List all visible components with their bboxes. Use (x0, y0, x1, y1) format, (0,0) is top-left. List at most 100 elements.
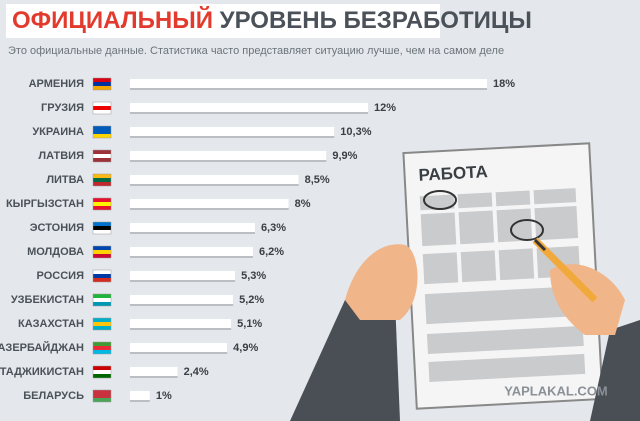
title-rest: УРОВЕНЬ БЕЗРАБОТИЦЫ (220, 7, 532, 34)
value-label: 1% (156, 390, 172, 402)
bar (130, 367, 178, 376)
flag-stripe (93, 294, 111, 298)
flag-stripe (93, 86, 111, 90)
flag-stripe (93, 178, 111, 182)
flag-stripe (93, 246, 111, 250)
category-label: КАЗАХСТАН (18, 318, 84, 330)
flag-stripe (93, 78, 111, 82)
flag-border (92, 197, 112, 211)
value-label: 5,2% (239, 294, 264, 306)
flag-stripe (93, 270, 111, 274)
flag-border (92, 317, 112, 331)
flag-stripe (93, 202, 111, 206)
category-label: ЛИТВА (46, 174, 84, 186)
flag-border (92, 389, 112, 403)
flag-stripe (93, 326, 111, 330)
flag-border (92, 269, 112, 283)
category-label: УЗБЕКИСТАН (11, 294, 84, 306)
value-label: 5,3% (241, 270, 266, 282)
flag-stripe (93, 322, 111, 326)
flag-stripe (93, 222, 111, 226)
flag-stripe (93, 302, 111, 306)
flag-border (92, 245, 112, 259)
flag-stripe (93, 82, 111, 86)
flag-stripe (93, 206, 111, 210)
category-label: АЗЕРБАЙДЖАН (0, 341, 84, 354)
value-label: 6,2% (259, 246, 284, 258)
flag-stripe (93, 130, 111, 134)
bar (130, 295, 234, 304)
flag-stripe (93, 350, 111, 354)
flag-stripe (93, 250, 111, 254)
chart-title: ОФИЦИАЛЬНЫЙ УРОВЕНЬ БЕЗРАБОТИЦЫ (12, 6, 532, 34)
flag-stripe (93, 398, 111, 402)
flag-stripe (93, 102, 111, 106)
flag-stripe (93, 346, 111, 350)
flag-stripe (93, 390, 111, 394)
flag-stripe (93, 198, 111, 202)
category-label: УКРАИНА (32, 126, 84, 138)
category-label: АРМЕНИЯ (29, 78, 84, 90)
flag-stripe (93, 150, 111, 154)
bar (130, 175, 299, 184)
value-label: 18% (493, 78, 515, 90)
flag-stripe (93, 394, 111, 398)
category-label: ЛАТВИЯ (38, 150, 84, 162)
value-label: 6,3% (261, 222, 286, 234)
category-label: ТАДЖИКИСТАН (0, 366, 84, 378)
flag-border (92, 173, 112, 187)
category-label: КЫРГЫЗСТАН (6, 198, 84, 210)
value-label: 12% (374, 102, 396, 114)
bar (130, 223, 255, 232)
title-box (6, 4, 440, 38)
flag-stripe (93, 154, 111, 158)
category-label: БЕЛАРУСЬ (23, 390, 84, 402)
flag-stripe (93, 134, 111, 138)
flag-stripe (93, 318, 111, 322)
value-label: 2,4% (184, 366, 209, 378)
category-label: ЭСТОНИЯ (30, 222, 84, 234)
bar (130, 127, 335, 136)
flag-stripe (93, 366, 111, 370)
flag-stripe (93, 158, 111, 162)
bar (130, 79, 487, 88)
flag-border (92, 125, 112, 139)
value-label: 4,9% (233, 342, 258, 354)
flag-stripe (93, 298, 111, 302)
flag-stripe (93, 278, 111, 282)
flag-stripe (93, 274, 111, 278)
watermark: YAPLAKAL.COM (504, 383, 608, 398)
flag-border (92, 101, 112, 115)
title-accent: ОФИЦИАЛЬНЫЙ (12, 6, 213, 34)
value-label: 8,5% (305, 174, 330, 186)
flag-stripe (93, 174, 111, 178)
flag-stripe (93, 254, 111, 258)
flag-border (92, 221, 112, 235)
subtitle: Это официальные данные. Статистика часто… (8, 45, 504, 57)
flag-stripe (93, 226, 111, 230)
value-label: 10,3% (340, 126, 371, 138)
flag-stripe (93, 230, 111, 234)
illustration: РАБОТА (290, 142, 640, 421)
paper-label: РАБОТА (418, 162, 488, 185)
value-label: 5,1% (237, 318, 262, 330)
bar (130, 199, 289, 208)
value-label: 8% (295, 198, 311, 210)
value-label: 9,9% (332, 150, 357, 162)
flag-stripe (93, 374, 111, 378)
flag-border (92, 365, 112, 379)
category-label: ГРУЗИЯ (41, 102, 84, 114)
bar (130, 271, 236, 280)
bar (130, 103, 368, 112)
flag-border (92, 149, 112, 163)
category-label: РОССИЯ (37, 270, 85, 282)
bar (130, 151, 327, 160)
flag-border (92, 77, 112, 91)
bar (130, 319, 232, 328)
flag-border (92, 293, 112, 307)
flag-stripe (93, 370, 111, 374)
flag-stripe (93, 342, 111, 346)
flag-stripe (93, 182, 111, 186)
